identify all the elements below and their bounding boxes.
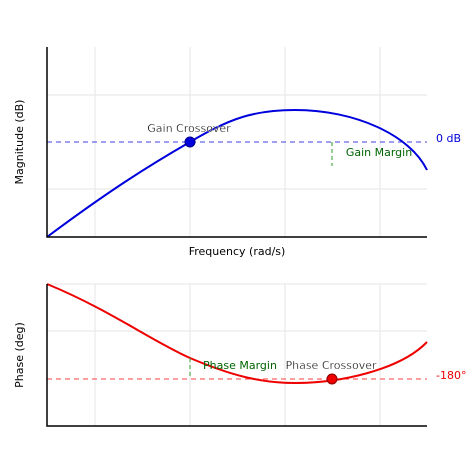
gain-crossover-label: Gain Crossover xyxy=(147,122,231,135)
y-axis-label: Magnitude (dB) xyxy=(13,100,26,185)
gain-margin-label: Gain Margin xyxy=(346,146,412,159)
phase-panel: Phase Margin Phase Crossover -180° Phase… xyxy=(13,283,466,427)
reference-label: 0 dB xyxy=(436,132,461,145)
magnitude-curve xyxy=(46,108,428,238)
y-axis-label: Phase (deg) xyxy=(13,322,26,388)
phase-crossover-label: Phase Crossover xyxy=(285,359,377,372)
phase-margin-label: Phase Margin xyxy=(203,359,277,372)
phase-crossover-point xyxy=(326,373,338,385)
gain-crossover-point xyxy=(184,136,196,148)
magnitude-panel: Gain Crossover Gain Margin 0 dB Frequenc… xyxy=(13,47,461,258)
phase-curve xyxy=(46,283,428,385)
reference-label: -180° xyxy=(436,369,466,382)
axes xyxy=(46,47,427,238)
x-axis-label: Frequency (rad/s) xyxy=(189,245,286,258)
axes xyxy=(46,284,427,427)
